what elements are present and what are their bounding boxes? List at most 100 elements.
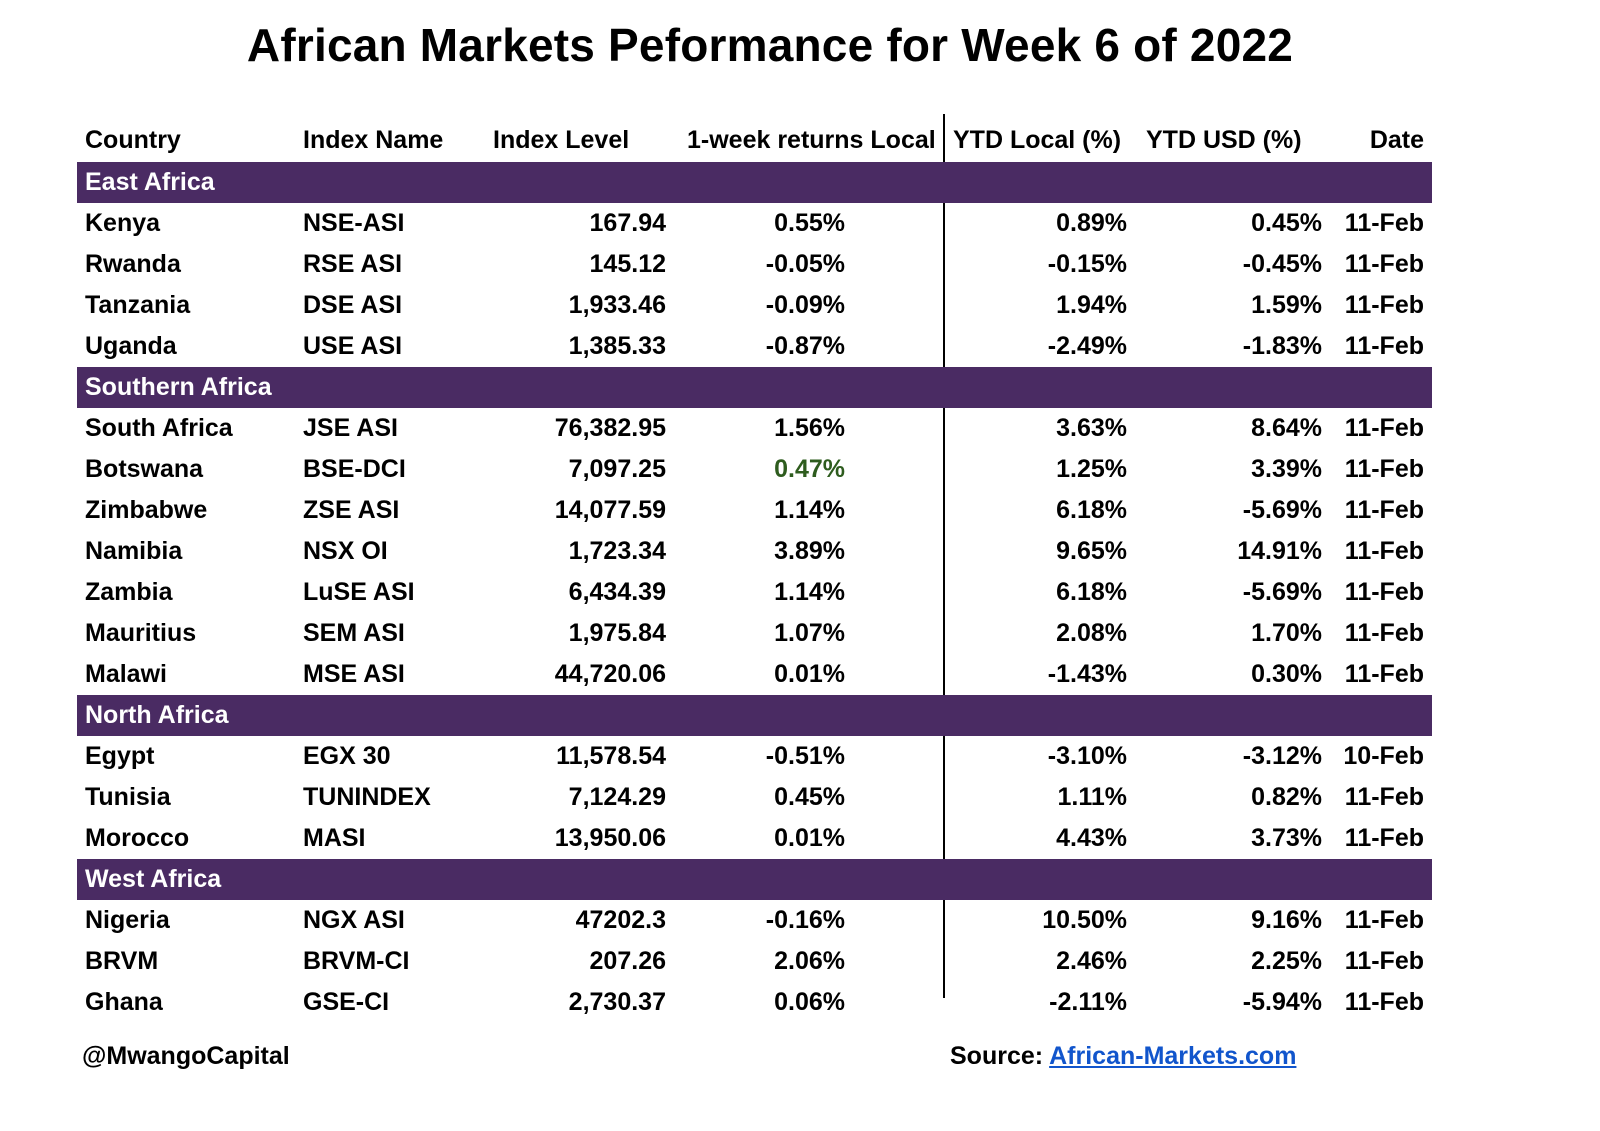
week-return-cell: 1.14%: [774, 578, 845, 606]
region-label: West Africa: [85, 865, 222, 893]
country-cell: Kenya: [85, 209, 161, 237]
ytd-usd-cell: 3.73%: [1251, 824, 1322, 852]
ytd-local-cell: 10.50%: [1042, 906, 1127, 934]
table-header: Country Index Name Index Level 1-week re…: [77, 120, 1432, 162]
table-row: Uganda USE ASI 1,385.33 -0.87% -2.49% -1.83% 1…: [77, 326, 1432, 367]
source-credit: Source: African-Markets.com: [950, 1042, 1296, 1071]
index-level-cell: 76,382.95: [554, 414, 666, 442]
country-cell: BRVM: [85, 947, 159, 975]
week-return-cell: 1.07%: [774, 619, 845, 647]
ytd-local-cell: 6.18%: [1056, 496, 1127, 524]
table-row: Egypt EGX 30 11,578.54 -0.51% -3.10% -3.12% 10…: [77, 736, 1432, 777]
week-return-cell: 0.01%: [774, 824, 845, 852]
week-return-cell: 1.14%: [774, 496, 845, 524]
week-return-cell: 3.89%: [774, 537, 845, 565]
index-name-cell: DSE ASI: [303, 291, 403, 319]
ytd-local-cell: -0.15%: [1047, 250, 1127, 278]
header-week-return: 1-week returns Local: [687, 126, 936, 154]
region-header: North Africa: [77, 695, 1432, 736]
ytd-usd-cell: 1.70%: [1251, 619, 1322, 647]
index-name-cell: EGX 30: [303, 742, 391, 770]
ytd-usd-cell: 2.25%: [1251, 947, 1322, 975]
country-cell: Tanzania: [85, 291, 191, 319]
date-cell: 11-Feb: [1344, 824, 1424, 852]
source-label: Source:: [950, 1042, 1044, 1070]
ytd-usd-cell: 0.45%: [1251, 209, 1322, 237]
table-row: South Africa JSE ASI 76,382.95 1.56% 3.63% 8.…: [77, 408, 1432, 449]
index-name-cell: NGX ASI: [303, 906, 405, 934]
country-cell: Ghana: [85, 988, 163, 1016]
markets-table: Country Index Name Index Level 1-week re…: [77, 120, 1432, 1023]
index-name-cell: NSX OI: [303, 537, 388, 565]
date-cell: 11-Feb: [1344, 537, 1424, 565]
country-cell: Zambia: [85, 578, 173, 606]
region-label: North Africa: [85, 701, 229, 729]
table-row: Ghana GSE-CI 2,730.37 0.06% -2.11% -5.94% 11-F…: [77, 982, 1432, 1023]
week-return-cell: -0.05%: [765, 250, 845, 278]
index-level-cell: 207.26: [589, 947, 666, 975]
week-return-cell: -0.09%: [765, 291, 845, 319]
ytd-usd-cell: 9.16%: [1251, 906, 1322, 934]
ytd-usd-cell: 3.39%: [1251, 455, 1322, 483]
date-cell: 11-Feb: [1344, 619, 1424, 647]
ytd-usd-cell: -0.45%: [1242, 250, 1322, 278]
page-title: African Markets Peformance for Week 6 of…: [246, 19, 1294, 71]
week-return-cell: 0.06%: [774, 988, 845, 1016]
table-row: Botswana BSE-DCI 7,097.25 0.47% 1.25% 3.39% 11…: [77, 449, 1432, 490]
country-cell: Zimbabwe: [85, 496, 208, 524]
table-row: Rwanda RSE ASI 145.12 -0.05% -0.15% -0.45% 11-…: [77, 244, 1432, 285]
ytd-local-cell: 1.25%: [1056, 455, 1127, 483]
ytd-usd-cell: -3.12%: [1242, 742, 1322, 770]
handle-credit: @MwangoCapital: [82, 1042, 290, 1070]
table-row: Tanzania DSE ASI 1,933.46 -0.09% 1.94% 1.59% 1…: [77, 285, 1432, 326]
date-cell: 11-Feb: [1344, 332, 1424, 360]
country-cell: Namibia: [85, 537, 183, 565]
country-cell: Rwanda: [85, 250, 181, 278]
date-cell: 11-Feb: [1344, 209, 1424, 237]
date-cell: 11-Feb: [1344, 496, 1424, 524]
index-level-cell: 11,578.54: [556, 742, 666, 770]
index-level-cell: 1,975.84: [568, 619, 666, 647]
index-level-cell: 7,124.29: [568, 783, 666, 811]
ytd-local-cell: 9.65%: [1056, 537, 1127, 565]
ytd-usd-cell: -1.83%: [1242, 332, 1322, 360]
index-level-cell: 145.12: [589, 250, 666, 278]
index-level-cell: 44,720.06: [554, 660, 666, 688]
index-level-cell: 6,434.39: [568, 578, 666, 606]
ytd-usd-cell: -5.69%: [1242, 578, 1322, 606]
week-return-cell: -0.51%: [765, 742, 845, 770]
date-cell: 11-Feb: [1344, 660, 1424, 688]
header-index-level: Index Level: [493, 126, 630, 154]
ytd-local-cell: -2.11%: [1049, 988, 1127, 1016]
date-cell: 11-Feb: [1344, 414, 1424, 442]
header-ytd-usd: YTD USD (%): [1146, 126, 1302, 154]
table-row: Nigeria NGX ASI 47202.3 -0.16% 10.50% 9.16% 11…: [77, 900, 1432, 941]
table-row: Malawi MSE ASI 44,720.06 0.01% -1.43% 0.30% 11…: [77, 654, 1432, 695]
date-cell: 11-Feb: [1344, 250, 1424, 278]
date-cell: 11-Feb: [1344, 947, 1424, 975]
index-name-cell: SEM ASI: [303, 619, 405, 647]
index-name-cell: USE ASI: [303, 332, 403, 360]
ytd-local-cell: -3.10%: [1047, 742, 1127, 770]
date-cell: 10-Feb: [1343, 742, 1424, 770]
table-row: Mauritius SEM ASI 1,975.84 1.07% 2.08% 1.70% 1…: [77, 613, 1432, 654]
region-label: Southern Africa: [85, 373, 272, 401]
table-row: Namibia NSX OI 1,723.34 3.89% 9.65% 14.91% 11-…: [77, 531, 1432, 572]
country-cell: Botswana: [85, 455, 204, 483]
country-cell: Uganda: [85, 332, 177, 360]
week-return-cell: 1.56%: [774, 414, 845, 442]
week-return-cell: 0.47%: [774, 455, 845, 483]
region-label: East Africa: [85, 168, 215, 196]
index-name-cell: BRVM-CI: [303, 947, 410, 975]
country-cell: Mauritius: [85, 619, 197, 647]
header-ytd-local: YTD Local (%): [953, 126, 1122, 154]
date-cell: 11-Feb: [1344, 906, 1424, 934]
index-name-cell: BSE-DCI: [303, 455, 406, 483]
column-divider: [943, 114, 945, 998]
index-level-cell: 13,950.06: [554, 824, 666, 852]
ytd-usd-cell: -5.69%: [1242, 496, 1322, 524]
table-body: East Africa Kenya NSE-ASI 167.94 0.55% 0.89% 0…: [77, 162, 1432, 1023]
table-row: Morocco MASI 13,950.06 0.01% 4.43% 3.73% 11-Fe…: [77, 818, 1432, 859]
index-name-cell: JSE ASI: [303, 414, 398, 442]
source-link[interactable]: African-Markets.com: [1049, 1042, 1297, 1070]
